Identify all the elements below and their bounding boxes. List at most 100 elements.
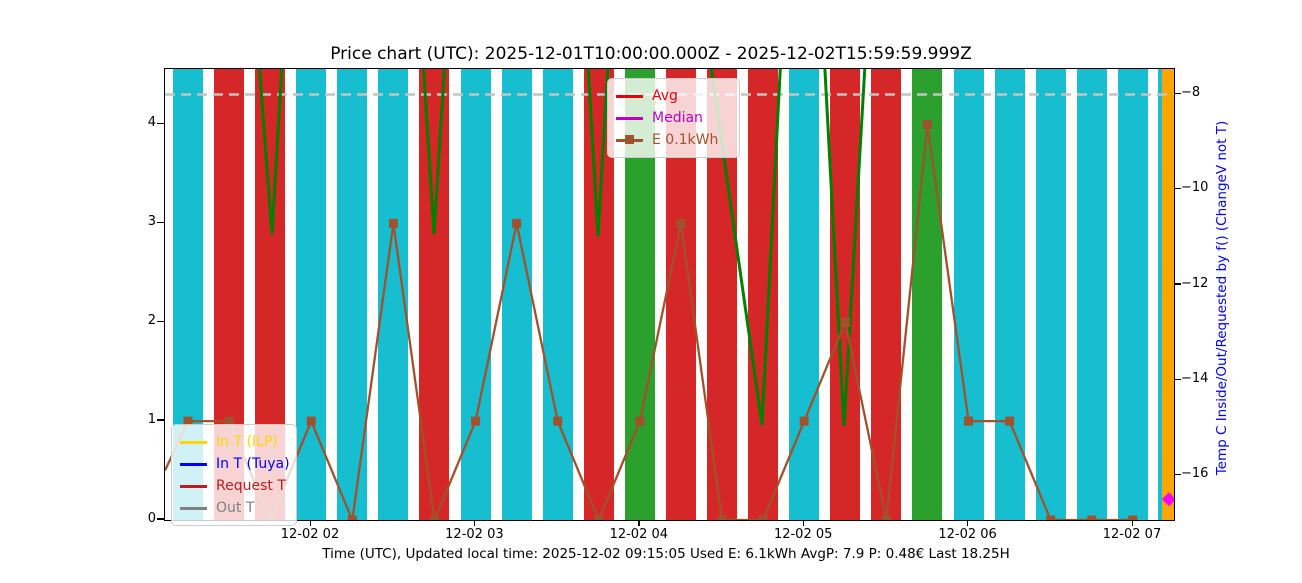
y-right-tick-mark [1174, 188, 1181, 190]
energy-usage-marker [1087, 515, 1097, 520]
x-tick-label: 12-02 04 [609, 527, 669, 542]
energy-usage-marker [799, 416, 809, 426]
legend-square-marker [625, 135, 634, 144]
legend-line-sample [180, 506, 207, 510]
price-slot-bar [501, 69, 532, 520]
price-slot-bar [748, 69, 779, 520]
legend-temp-item: Out T [180, 497, 286, 519]
energy-usage-marker [429, 515, 439, 520]
y-right-tick-label: −10 [1181, 180, 1209, 196]
price-slot-bar [1117, 69, 1148, 520]
y-right-tick-mark [1174, 473, 1181, 476]
price-slot-bar [871, 69, 902, 520]
energy-usage-line [165, 124, 1133, 520]
energy-usage-marker [717, 515, 727, 520]
energy-usage-marker [964, 416, 974, 426]
energy-usage-marker [183, 416, 193, 426]
y-left-tick-label: 0 [147, 510, 156, 526]
legend-line-sample [616, 135, 643, 144]
energy-usage-marker [471, 416, 481, 426]
energy-usage-marker [1046, 515, 1056, 520]
price-slot-bar [1076, 69, 1107, 520]
y-right-tick-mark [1174, 92, 1181, 95]
energy-usage-marker [594, 515, 604, 520]
energy-usage-marker [676, 218, 686, 228]
y-right-tick-label: −12 [1181, 275, 1209, 291]
legend-line-sample [616, 94, 643, 98]
x-tick-label: 12-02 05 [773, 527, 833, 542]
y-left-tick-mark [157, 221, 164, 224]
y-right-tick-label: −8 [1181, 85, 1201, 100]
price-slot-bar [1158, 69, 1162, 520]
x-tick-label: 12-02 02 [280, 527, 340, 542]
x-tick-mark [802, 520, 805, 526]
legend-label: Out T [216, 500, 255, 516]
y-left-tick-mark [157, 419, 164, 421]
x-tick-label: 12-02 03 [445, 527, 504, 542]
legend-price-item: Median [616, 107, 729, 129]
price-slot-bar [1035, 69, 1066, 520]
energy-usage-marker [388, 218, 398, 228]
chart-title: Price chart (UTC): 2025-12-01T10:00:00.0… [330, 44, 972, 64]
energy-usage-marker [635, 416, 645, 426]
energy-usage-marker [1128, 515, 1138, 520]
legend-line-sample [616, 116, 643, 120]
temp-spike-line [258, 69, 284, 235]
energy-usage-marker [922, 120, 932, 129]
legend-label: Avg [652, 88, 678, 104]
legend-line-sample [180, 440, 207, 444]
y-right-tick-mark [1174, 378, 1181, 380]
legend-temp-item: In T (Tuya) [180, 453, 290, 475]
y-left-tick-label: 4 [147, 115, 156, 130]
energy-usage-marker [306, 416, 316, 426]
legend-label: Request T [216, 478, 286, 494]
energy-usage-marker [512, 218, 522, 228]
temp-spike-line [586, 69, 610, 237]
y-right-tick-mark [1174, 283, 1181, 285]
y-left-tick-mark [157, 320, 164, 322]
price-slot-bar [830, 69, 861, 520]
temp-spike-line [823, 69, 867, 427]
energy-usage-marker [1005, 416, 1015, 426]
x-tick-label: 12-02 06 [938, 527, 997, 542]
legend-label: E 0.1kWh [652, 132, 719, 148]
x-tick-label: 12-02 07 [1102, 527, 1162, 542]
legend-label: In T (ILP) [216, 434, 278, 450]
x-tick-mark [473, 520, 476, 526]
price-slot-bar [912, 69, 943, 520]
y-left-tick-label: 2 [147, 312, 156, 328]
energy-usage-marker [840, 317, 850, 327]
y-left-tick-mark [157, 122, 164, 125]
legend-temp-item: In T (ILP) [180, 431, 286, 453]
y-right-tick-label: −14 [1181, 370, 1209, 386]
y-right-tick-label: −16 [1181, 466, 1209, 481]
y-left-tick-label: 3 [147, 213, 156, 229]
median-marker [1162, 492, 1174, 507]
x-axis-label: Time (UTC), Updated local time: 2025-12-… [322, 546, 1010, 562]
price-slot-bar [953, 69, 984, 520]
energy-usage-marker [758, 515, 768, 520]
energy-usage-marker [347, 515, 357, 520]
energy-usage-marker [881, 515, 891, 520]
legend-temperature: In T (ILP) In T (Tuya) Request T Out T [171, 424, 297, 526]
temp-spike-line [422, 69, 446, 235]
y-left-tick-mark [157, 518, 164, 520]
x-tick-mark [1131, 520, 1133, 526]
y-left-tick-label: 1 [147, 411, 156, 427]
current-slot-bar [1162, 69, 1174, 520]
energy-usage-marker [224, 416, 234, 426]
legend-price: Avg Median E 0.1kWh [607, 78, 740, 158]
legend-temp-item: Request T [180, 475, 286, 497]
x-tick-mark [638, 520, 640, 526]
legend-price-item: E 0.1kWh [616, 129, 729, 151]
energy-usage-marker [553, 416, 563, 426]
series-layer [165, 69, 1174, 520]
legend-label: Median [652, 110, 703, 126]
legend-label: In T (Tuya) [216, 456, 290, 472]
legend-price-item: Avg [616, 85, 729, 107]
x-tick-mark [309, 520, 311, 526]
legend-line-sample [180, 484, 207, 488]
x-tick-mark [967, 520, 969, 526]
legend-line-sample [180, 462, 207, 466]
